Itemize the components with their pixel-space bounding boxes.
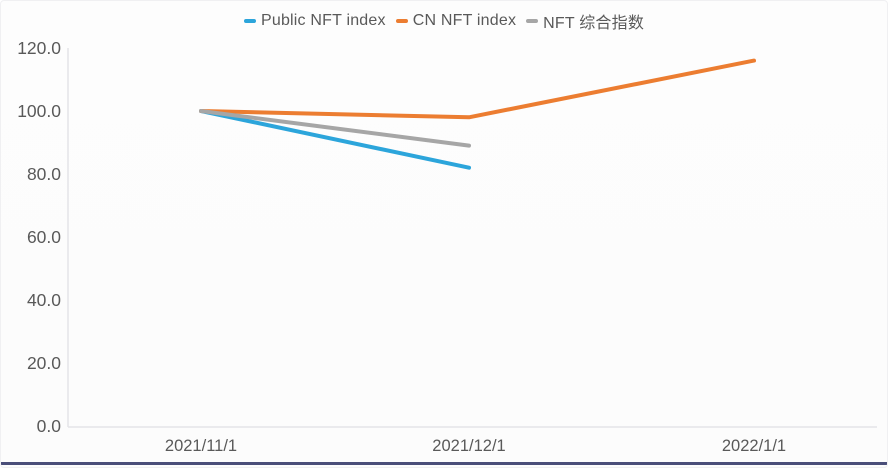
legend-label-nft-composite: NFT 综合指数 (543, 15, 645, 32)
y-tick-label: 0.0 (37, 416, 62, 436)
chart-legend: Public NFT index CN NFT index NFT 综合指数 (1, 9, 887, 33)
y-tick-label: 20.0 (27, 353, 61, 373)
legend-item-public-nft-index[interactable]: Public NFT index (243, 12, 386, 30)
y-tick-label: 80.0 (27, 164, 61, 184)
x-tick-label: 2021/12/1 (432, 437, 505, 455)
x-tick-label: 2022/1/1 (722, 437, 786, 455)
series-line-public-nft-index (199, 109, 471, 170)
y-tick-label: 40.0 (27, 290, 61, 310)
legend-item-cn-nft-index[interactable]: CN NFT index (395, 12, 517, 30)
legend-marker-cn-nft-icon (395, 19, 408, 23)
series-line-cn-nft-index (199, 58, 756, 120)
y-tick-label: 100.0 (17, 101, 61, 121)
legend-label-public-nft: Public NFT index (260, 12, 386, 29)
legend-marker-nft-composite-icon (526, 19, 539, 23)
x-tick-label: 2021/11/1 (165, 437, 237, 455)
legend-item-nft-composite-index[interactable]: NFT 综合指数 (526, 9, 644, 33)
legend-marker-public-nft-icon (243, 19, 256, 23)
y-tick-label: 60.0 (27, 227, 61, 247)
y-tick-label: 120.0 (17, 38, 61, 58)
bottom-accent-bar (1, 462, 887, 465)
legend-label-cn-nft: CN NFT index (412, 12, 517, 29)
series-line-nft-综合指数 (199, 109, 471, 148)
